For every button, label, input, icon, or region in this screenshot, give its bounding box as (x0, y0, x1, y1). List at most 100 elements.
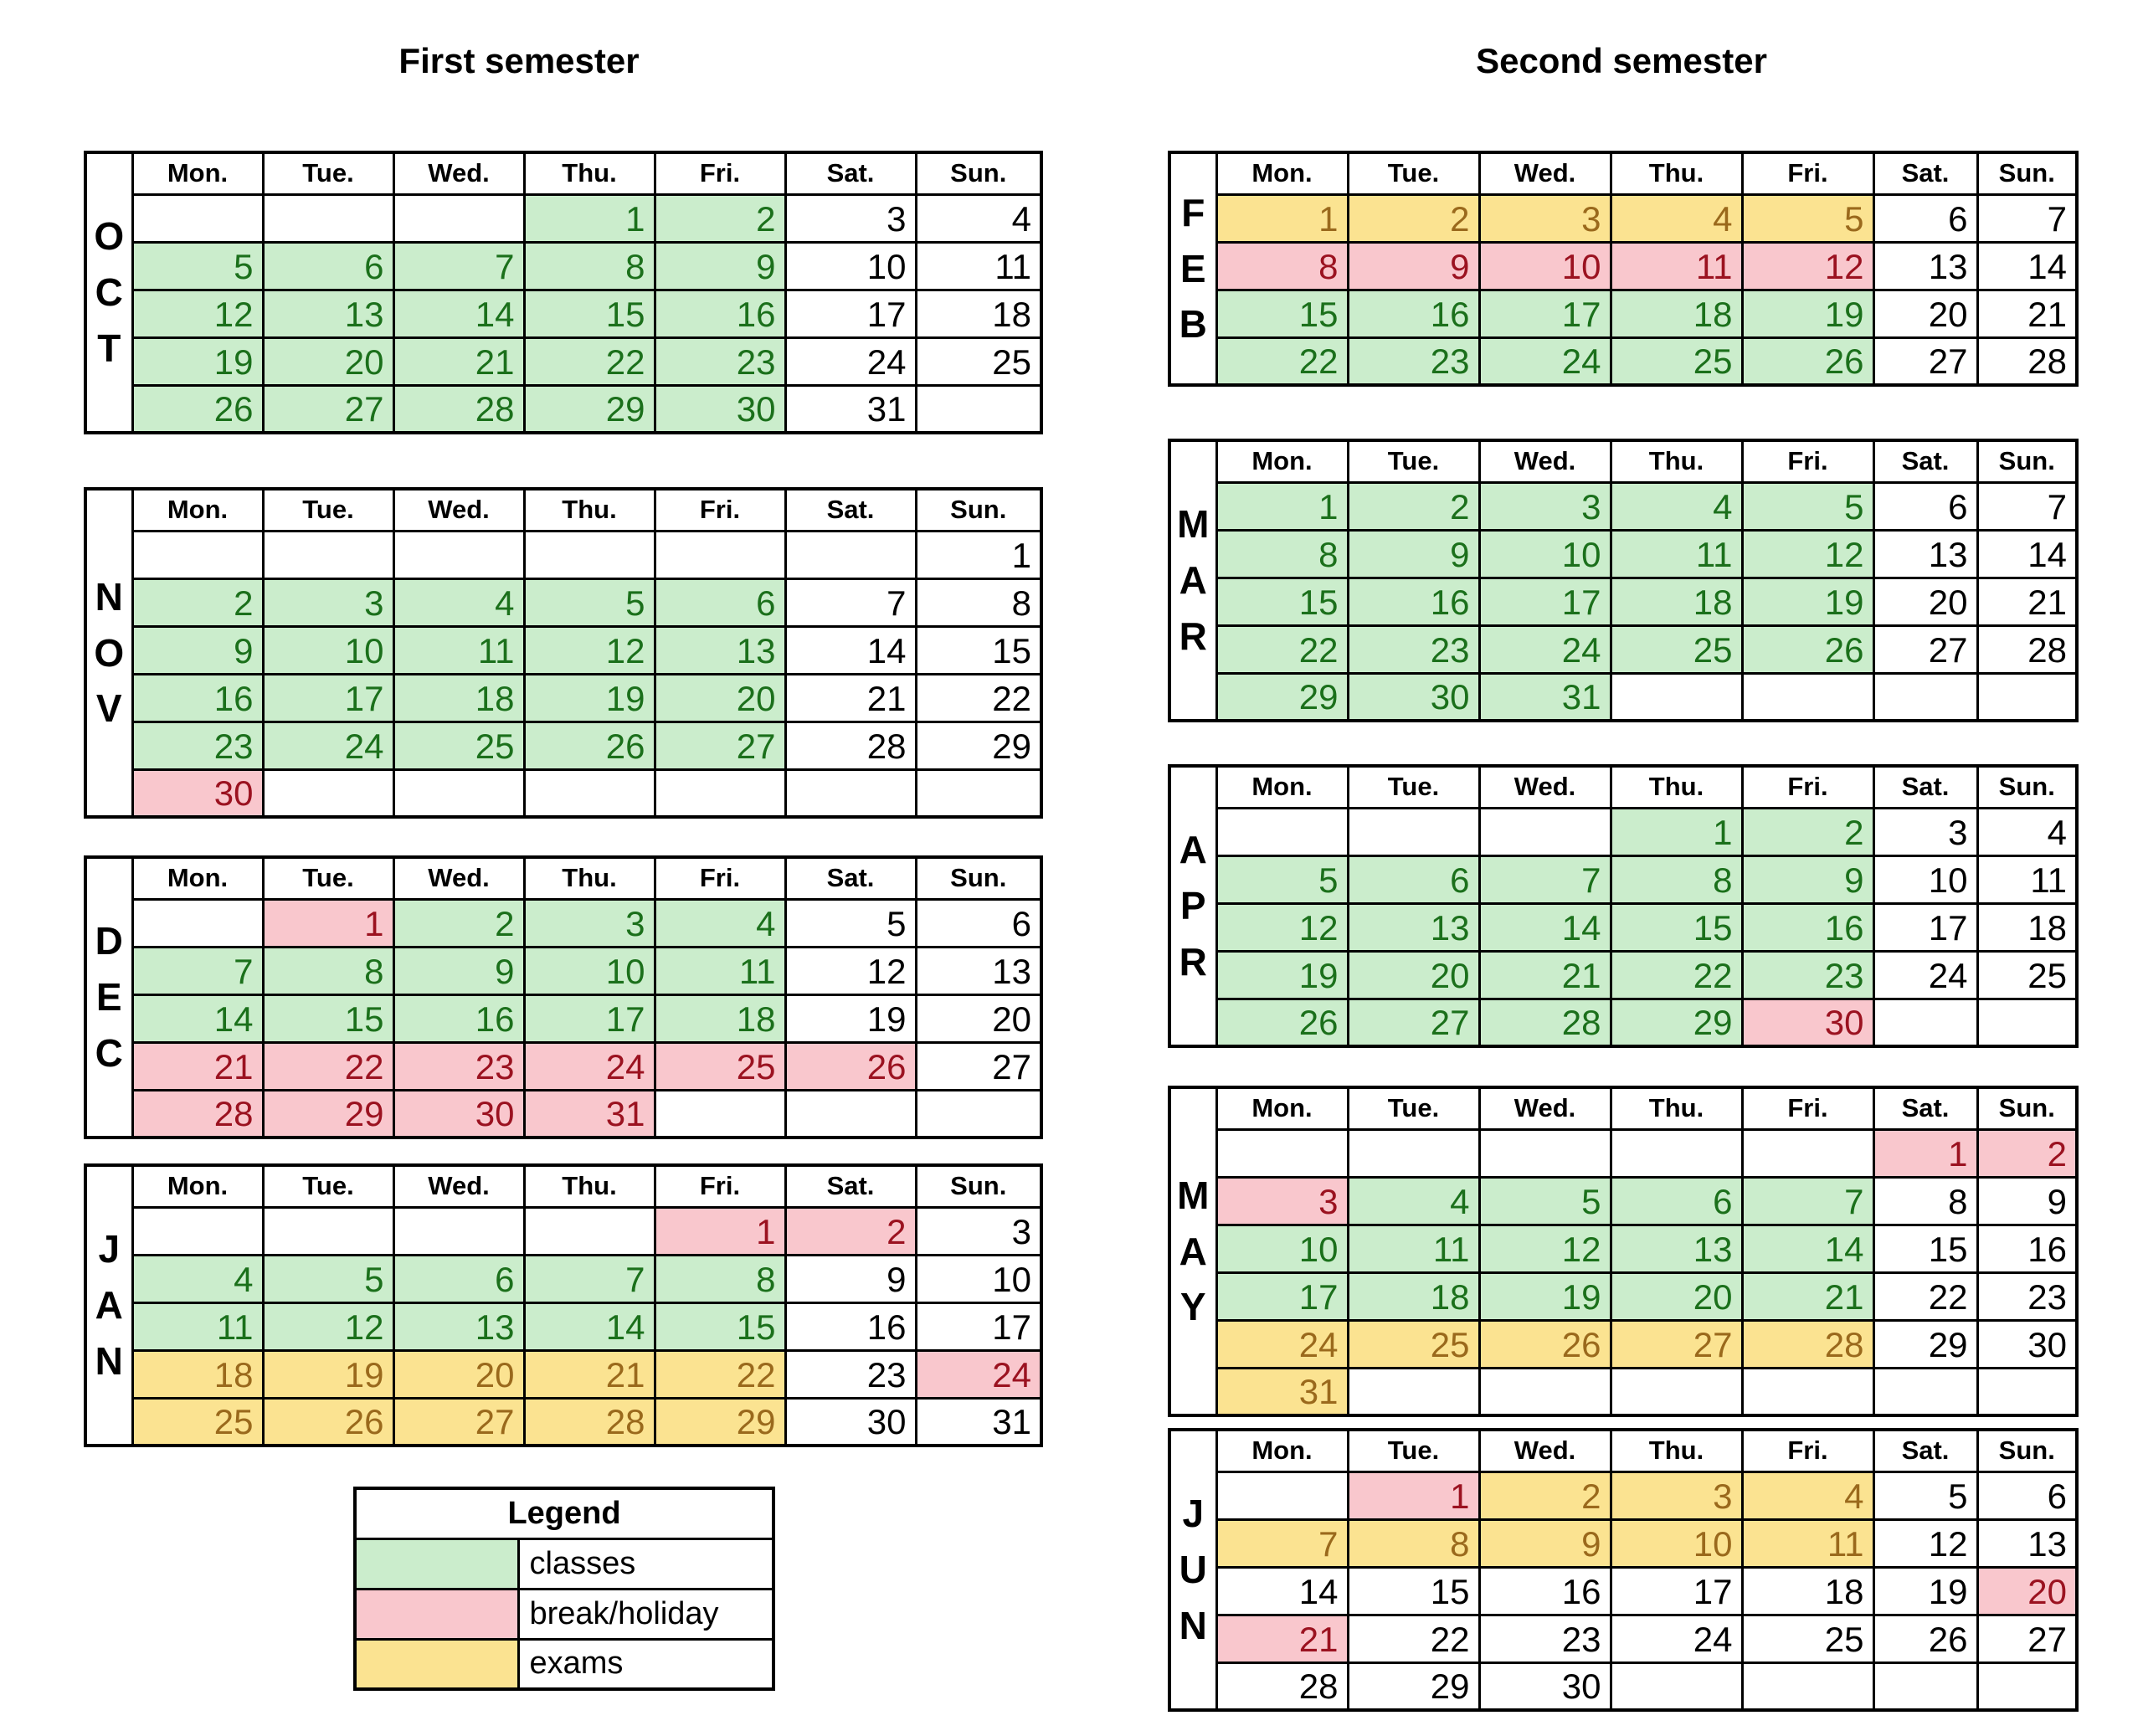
empty-cell (1346, 1127, 1481, 1179)
day-cell-nov-5: 5 (522, 577, 656, 628)
day-cell-dec-8: 8 (261, 945, 395, 996)
day-cell-mar-8: 8 (1215, 528, 1349, 579)
day-cell-feb-10: 10 (1477, 240, 1612, 291)
weekday-header-wed: Wed. (1477, 1086, 1612, 1131)
day-cell-dec-6: 6 (914, 897, 1043, 948)
day-cell-apr-30: 30 (1740, 997, 1875, 1048)
day-cell-apr-22: 22 (1609, 949, 1744, 1000)
empty-cell (1976, 671, 2079, 722)
day-cell-dec-28: 28 (131, 1088, 265, 1139)
empty-cell (1740, 1661, 1875, 1712)
day-cell-jan-29: 29 (653, 1396, 787, 1447)
day-cell-may-30: 30 (1976, 1318, 2079, 1369)
empty-cell (784, 768, 917, 819)
weekday-header-mon: Mon. (1215, 764, 1349, 809)
day-cell-jun-6: 6 (1976, 1470, 2079, 1521)
day-cell-dec-21: 21 (131, 1040, 265, 1091)
day-cell-mar-14: 14 (1976, 528, 2079, 579)
day-cell-oct-17: 17 (784, 288, 917, 339)
day-cell-mar-2: 2 (1346, 480, 1481, 532)
day-cell-oct-14: 14 (392, 288, 526, 339)
day-cell-may-11: 11 (1346, 1223, 1481, 1274)
weekday-header-thu: Thu. (1609, 151, 1744, 196)
day-cell-nov-27: 27 (653, 720, 787, 771)
day-cell-apr-27: 27 (1346, 997, 1481, 1048)
day-cell-jan-11: 11 (131, 1301, 265, 1352)
day-cell-jun-3: 3 (1609, 1470, 1744, 1521)
day-cell-jun-12: 12 (1872, 1518, 1979, 1569)
empty-cell (1872, 671, 1979, 722)
day-cell-oct-24: 24 (784, 336, 917, 387)
day-cell-dec-7: 7 (131, 945, 265, 996)
day-cell-may-20: 20 (1609, 1271, 1744, 1322)
day-cell-jun-25: 25 (1740, 1613, 1875, 1664)
day-cell-oct-29: 29 (522, 383, 656, 434)
day-cell-apr-10: 10 (1872, 854, 1979, 905)
weekday-header-fri: Fri. (653, 151, 787, 196)
day-cell-nov-10: 10 (261, 624, 395, 675)
day-cell-jan-8: 8 (653, 1253, 787, 1304)
weekday-header-mon: Mon. (1215, 151, 1349, 196)
empty-cell (522, 1205, 656, 1256)
legend-swatch-classes (353, 1537, 520, 1590)
weekday-header-thu: Thu. (522, 1163, 656, 1209)
weekday-header-sat: Sat. (1872, 1086, 1979, 1131)
day-cell-mar-4: 4 (1609, 480, 1744, 532)
day-cell-dec-2: 2 (392, 897, 526, 948)
day-cell-mar-17: 17 (1477, 576, 1612, 627)
day-cell-dec-13: 13 (914, 945, 1043, 996)
month-letter: A (1179, 828, 1207, 872)
day-cell-feb-6: 6 (1872, 193, 1979, 244)
day-cell-jan-18: 18 (131, 1348, 265, 1400)
day-cell-jan-31: 31 (914, 1396, 1043, 1447)
weekday-header-thu: Thu. (1609, 1428, 1744, 1473)
day-cell-jun-2: 2 (1477, 1470, 1612, 1521)
weekday-header-thu: Thu. (522, 855, 656, 901)
empty-cell (261, 193, 395, 244)
day-cell-feb-28: 28 (1976, 336, 2079, 387)
weekday-header-fri: Fri. (1740, 1428, 1875, 1473)
day-cell-apr-8: 8 (1609, 854, 1744, 905)
day-cell-mar-3: 3 (1477, 480, 1612, 532)
day-cell-nov-21: 21 (784, 672, 917, 723)
day-cell-feb-9: 9 (1346, 240, 1481, 291)
month-letter: J (1182, 1492, 1205, 1536)
month-letter: M (1177, 1173, 1210, 1217)
day-cell-feb-26: 26 (1740, 336, 1875, 387)
day-cell-may-16: 16 (1976, 1223, 2079, 1274)
weekday-header-sun: Sun. (1976, 764, 2079, 809)
day-cell-jan-7: 7 (522, 1253, 656, 1304)
day-cell-dec-1: 1 (261, 897, 395, 948)
day-cell-may-21: 21 (1740, 1271, 1875, 1322)
day-cell-dec-24: 24 (522, 1040, 656, 1091)
day-cell-oct-12: 12 (131, 288, 265, 339)
day-cell-apr-17: 17 (1872, 901, 1979, 953)
day-cell-feb-1: 1 (1215, 193, 1349, 244)
month-letter: V (95, 686, 122, 731)
weekday-header-sun: Sun. (914, 855, 1043, 901)
day-cell-mar-16: 16 (1346, 576, 1481, 627)
day-cell-oct-9: 9 (653, 240, 787, 291)
day-cell-oct-31: 31 (784, 383, 917, 434)
second-semester-title: Second semester (1476, 41, 1767, 80)
weekday-header-wed: Wed. (392, 1163, 526, 1209)
day-cell-mar-22: 22 (1215, 624, 1349, 675)
empty-cell (261, 529, 395, 580)
calendar-month-dec: D E C Mon. Tue. Wed. Thu. Fri. Sat. Sun. 1 2 3 4 5 6 7 8 9… (84, 855, 1043, 1139)
weekday-header-tue: Tue. (261, 1163, 395, 1209)
day-cell-jan-2: 2 (784, 1205, 917, 1256)
day-cell-jun-16: 16 (1477, 1565, 1612, 1616)
empty-cell (1346, 806, 1481, 857)
day-cell-oct-15: 15 (522, 288, 656, 339)
day-cell-may-13: 13 (1609, 1223, 1744, 1274)
day-cell-dec-22: 22 (261, 1040, 395, 1091)
day-cell-dec-18: 18 (653, 993, 787, 1044)
day-cell-jun-1: 1 (1346, 1470, 1481, 1521)
day-cell-feb-16: 16 (1346, 288, 1481, 339)
empty-cell (784, 529, 917, 580)
weekday-header-wed: Wed. (1477, 1428, 1612, 1473)
day-cell-jan-6: 6 (392, 1253, 526, 1304)
legend-table: Legend classes break/holiday exams (353, 1487, 775, 1691)
empty-cell (131, 193, 265, 244)
day-cell-apr-24: 24 (1872, 949, 1979, 1000)
